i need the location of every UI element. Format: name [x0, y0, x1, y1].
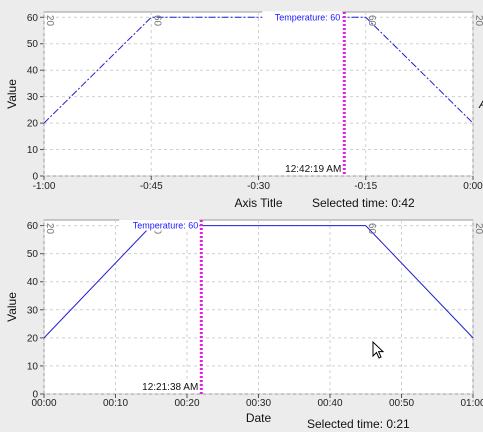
data-point-label: 20	[473, 15, 483, 27]
y-tick-label: 10	[27, 145, 39, 156]
y-tick-label: 30	[27, 305, 39, 316]
overflow-label: A	[478, 97, 483, 111]
cursor-timestamp: 12:21:38 AM	[142, 382, 198, 393]
x-tick-label: 00:50	[389, 398, 414, 409]
data-point-label: 20	[473, 223, 483, 235]
y-tick-label: 20	[27, 333, 39, 344]
timestamp-background	[278, 163, 341, 175]
tooltip-background	[119, 219, 200, 231]
x-tick-label: 00:00	[31, 398, 56, 409]
selected-time-label: Selected time: 0:42	[312, 196, 415, 210]
x-tick-label: 00:40	[317, 398, 342, 409]
plot-area[interactable]	[43, 11, 474, 177]
x-tick-label: 00:20	[174, 398, 199, 409]
y-tick-label: 20	[27, 119, 39, 130]
y-tick-label: 30	[27, 92, 39, 103]
data-point-label: 20	[44, 223, 55, 235]
cursor-tooltip: Temperature: 60	[275, 12, 341, 22]
y-axis-title: Value	[5, 79, 19, 109]
chart-2[interactable]: 0 10 20 30 40 50 60 00:00 00:10 00:20 00:30 00:40 00…	[5, 219, 483, 431]
y-tick-label: 0	[32, 390, 38, 401]
y-tick-label: 40	[27, 277, 39, 288]
tooltip-background	[262, 11, 343, 23]
x-tick-label: -1:00	[33, 181, 56, 192]
chart-1[interactable]: 0 10 20 30 40 50 60 -1:00 -0:45 -0:30 -0:15 0:00 Axi…	[5, 11, 483, 210]
y-tick-label: 60	[27, 13, 39, 24]
data-point-label: 60	[366, 223, 377, 235]
selected-time-label: Selected time: 0:21	[307, 417, 410, 431]
y-tick-label: 40	[27, 66, 39, 77]
data-point-label: 20	[44, 15, 55, 27]
series-line	[43, 16, 474, 124]
data-point-label: 60	[366, 15, 377, 27]
cursor-timestamp: 12:42:19 AM	[285, 164, 341, 175]
timestamp-background	[135, 381, 198, 393]
y-tick-label: 0	[32, 172, 38, 183]
y-tick-label: 60	[27, 221, 39, 232]
y-tick-label: 50	[27, 249, 39, 260]
x-axis-title: Axis Title	[234, 196, 282, 210]
x-tick-label: 01:00	[460, 398, 483, 409]
x-tick-label: -0:15	[354, 181, 377, 192]
x-axis-title: Date	[246, 411, 272, 425]
x-tick-label: -0:30	[247, 181, 270, 192]
x-tick-label: 00:30	[246, 398, 271, 409]
pointer-arrow	[372, 340, 385, 359]
data-point-label: 60	[151, 15, 162, 27]
mouse-cursor-icon	[372, 340, 385, 359]
cursor-tooltip: Temperature: 60	[133, 221, 199, 231]
series-line	[43, 225, 474, 339]
y-tick-label: 50	[27, 39, 39, 50]
y-tick-label: 10	[27, 361, 39, 372]
x-tick-label: 0:00	[463, 181, 483, 192]
x-tick-label: -0:45	[140, 181, 163, 192]
x-tick-label: 00:10	[103, 398, 128, 409]
y-axis-title: Value	[5, 292, 19, 322]
